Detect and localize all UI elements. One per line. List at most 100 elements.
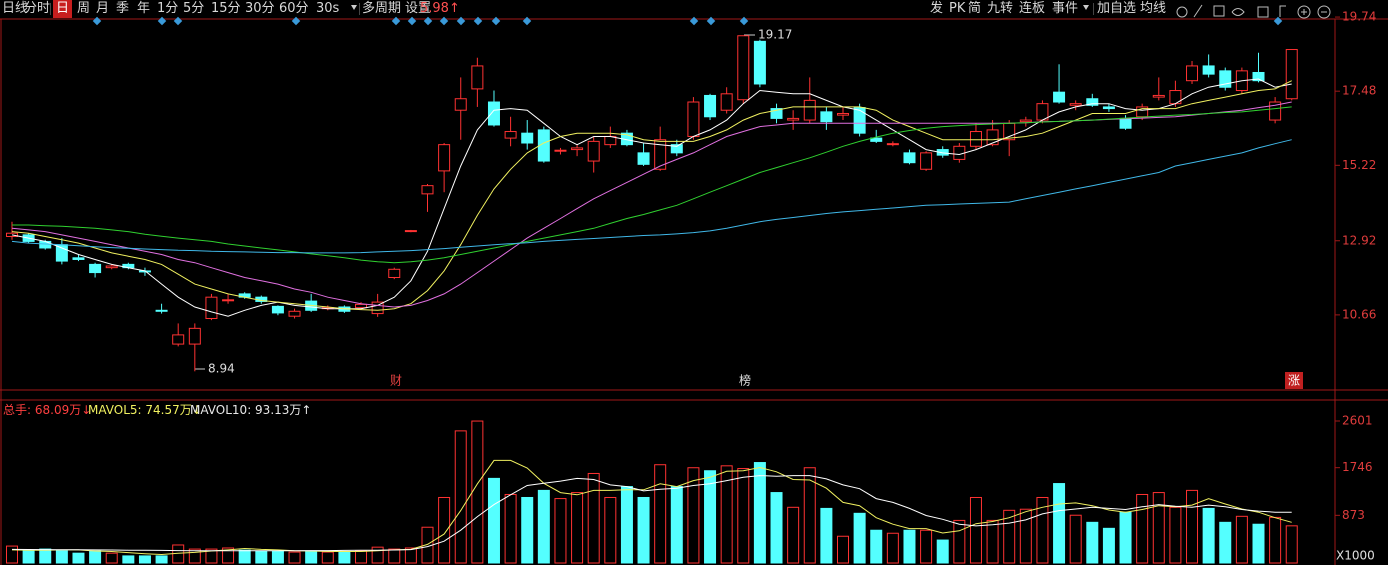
candle-body (654, 139, 667, 170)
toolbar-item[interactable]: 连板 (1019, 1, 1046, 16)
volume-bar (903, 529, 916, 564)
volume-bar (155, 555, 168, 564)
toolbar-item[interactable]: 年 (137, 1, 151, 16)
candle-body (837, 112, 849, 116)
toolbar-item[interactable]: 均线 (1140, 1, 1167, 16)
volume-bar (72, 552, 85, 564)
volume-bar (1219, 521, 1232, 564)
volume-bar (39, 548, 52, 564)
unit-label: X1000 (1336, 549, 1375, 563)
dropdown-arrow[interactable] (351, 5, 357, 10)
toolbar-item[interactable]: 发 (930, 1, 944, 16)
volume-legend: MAVOL5: 74.57万↓ (88, 403, 202, 417)
toolbar-item[interactable]: 季 (116, 1, 130, 16)
candle-body (737, 35, 750, 101)
candle-body (404, 230, 417, 233)
volume-bar (1053, 483, 1066, 564)
volume-bar (255, 550, 268, 564)
candle-body (288, 310, 301, 317)
candle-body (521, 132, 534, 144)
toolbar-item[interactable]: 周 (77, 1, 91, 16)
toolbar-item-selected[interactable]: 日 (53, 0, 73, 18)
separator (359, 3, 360, 15)
toolbar-item[interactable]: 1分 (157, 1, 179, 16)
candle-body (172, 334, 185, 345)
candle-body (670, 144, 683, 154)
volume-bar (1152, 492, 1165, 564)
candle-body (1186, 65, 1199, 82)
dropdown-arrow[interactable] (1083, 5, 1089, 10)
toolbar-item[interactable]: 5分 (183, 1, 205, 16)
toolbar-item[interactable]: 30s (316, 1, 340, 16)
candle-body (720, 93, 733, 111)
event-marker (439, 16, 449, 26)
event-badge (1285, 372, 1303, 389)
y-tick-label: 15.22 (1342, 158, 1376, 172)
average-line (12, 106, 1292, 264)
volume-bar (222, 547, 235, 564)
toolbar-item[interactable]: 日线 (2, 1, 29, 16)
candle-body (188, 327, 201, 345)
volume-bar (454, 430, 467, 564)
toolbar-item[interactable]: 60分 (279, 1, 309, 16)
volume-bar (1136, 493, 1149, 564)
toolbar-item[interactable]: 多周期 (362, 1, 402, 16)
volume-bar (537, 489, 550, 564)
candle-body (205, 296, 218, 319)
candle-body (504, 131, 517, 139)
candle-body (787, 117, 800, 121)
toolbar-icons[interactable] (1176, 4, 1331, 19)
candle-body (1053, 91, 1066, 103)
event-label: 榜 (739, 373, 751, 388)
volume-bar (55, 550, 68, 564)
candle-body (1252, 71, 1265, 82)
candle-body (1152, 94, 1165, 98)
volume-bar (587, 472, 600, 564)
volume-bar (820, 507, 833, 564)
candle-body (155, 309, 168, 312)
volume-bar (1252, 523, 1265, 564)
toolbar-item[interactable]: 15分 (211, 1, 241, 16)
volume-bar (554, 498, 567, 564)
volume-bar (6, 545, 18, 564)
toolbar-item[interactable]: 简 (968, 1, 982, 16)
toolbar-item[interactable]: 30分 (245, 1, 275, 16)
volume-bar (1285, 525, 1298, 564)
average-line (11, 78, 1292, 317)
candle-body (587, 140, 600, 162)
volume-bar (604, 496, 617, 564)
candle-body (870, 137, 883, 142)
toolbar-item[interactable]: 设置 (405, 1, 432, 16)
volume-bar (1102, 527, 1115, 564)
volume-bar (122, 555, 135, 564)
volume-legend: 总手: 68.09万↓ (3, 403, 92, 417)
toolbar-item[interactable]: 事件 (1052, 1, 1079, 16)
volume-bar (1086, 521, 1099, 564)
toolbar-item[interactable]: 加自选 (1097, 1, 1137, 16)
volume-bar (105, 552, 118, 564)
volume-bar (89, 550, 102, 564)
volume-bar (438, 496, 451, 564)
toolbar-item[interactable]: 分时 (24, 1, 51, 16)
volume-bar (853, 512, 866, 564)
volume-bar (571, 492, 584, 564)
volume-bar (1186, 489, 1199, 564)
candle-body (920, 152, 933, 170)
average-line (11, 459, 1292, 556)
y-tick-label: 10.66 (1342, 307, 1376, 321)
volume-bar (837, 535, 849, 564)
event-marker (473, 16, 483, 26)
volume-bar (1235, 515, 1248, 564)
toolbar-item[interactable]: 月 (96, 1, 110, 16)
event-marker (456, 16, 466, 26)
candle-body (1285, 49, 1298, 100)
toolbar-item[interactable]: PK (949, 1, 966, 16)
candle-body (903, 152, 916, 164)
toolbar-item[interactable]: 九转 (987, 1, 1014, 16)
volume-bar (487, 477, 500, 564)
candle-body (388, 268, 401, 278)
y-tick-label: 17.48 (1342, 84, 1376, 98)
volume-bar (1202, 507, 1215, 564)
